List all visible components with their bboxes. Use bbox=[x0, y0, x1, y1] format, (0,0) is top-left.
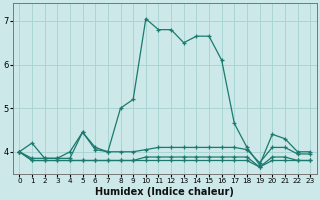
X-axis label: Humidex (Indice chaleur): Humidex (Indice chaleur) bbox=[95, 187, 234, 197]
